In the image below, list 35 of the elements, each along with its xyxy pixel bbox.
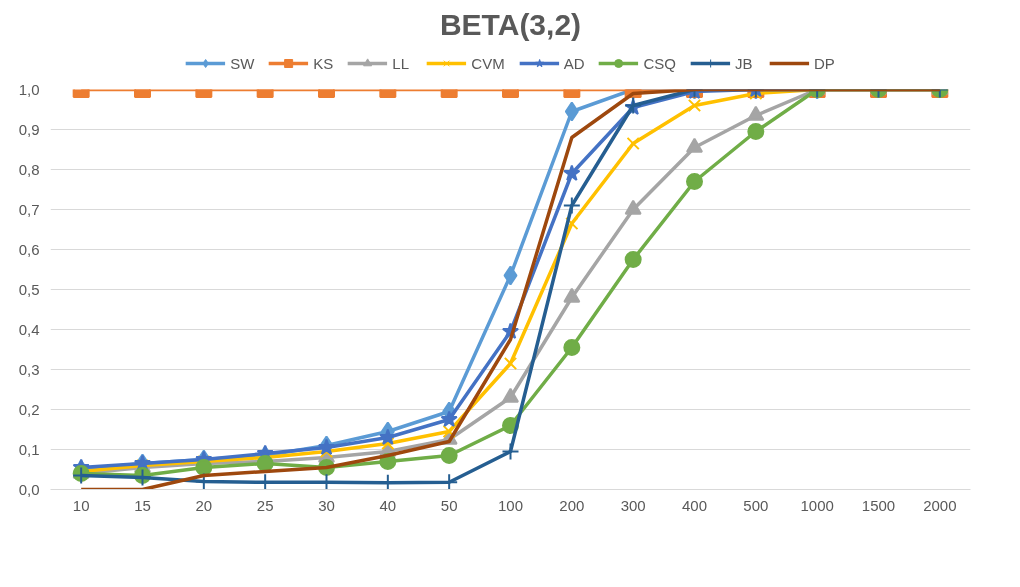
chart-title: BETA(3,2) xyxy=(439,7,582,41)
y-tick-label: 0,1 xyxy=(18,440,40,458)
x-tick-label: 25 xyxy=(256,496,274,514)
x-tick-label: 500 xyxy=(743,496,769,514)
y-tick-label: 1,0 xyxy=(18,80,40,98)
y-tick-label: 0,9 xyxy=(18,120,40,138)
y-tick-label: 0,0 xyxy=(18,480,40,498)
x-tick-label: 1500 xyxy=(861,496,896,514)
legend-label: CVM xyxy=(471,54,505,72)
y-tick-label: 0,6 xyxy=(18,240,40,258)
legend-label: DP xyxy=(814,54,835,72)
x-tick-label: 400 xyxy=(681,496,708,514)
x-tick-label: 30 xyxy=(318,496,335,514)
y-tick-label: 0,3 xyxy=(18,360,40,378)
x-tick-label: 1000 xyxy=(800,496,834,514)
y-tick-label: 0,5 xyxy=(18,280,40,298)
x-tick-label: 100 xyxy=(497,496,524,514)
y-tick-label: 0,2 xyxy=(18,400,40,418)
legend-label: LL xyxy=(392,54,410,72)
y-tick-label: 0,7 xyxy=(18,200,40,218)
x-tick-label: 300 xyxy=(620,496,646,514)
legend-label: KS xyxy=(313,54,334,72)
x-tick-label: 10 xyxy=(72,496,90,514)
x-tick-label: 40 xyxy=(379,496,397,514)
x-tick-label: 15 xyxy=(134,496,151,514)
x-tick-label: 20 xyxy=(195,496,213,514)
y-tick-label: 0,8 xyxy=(18,160,40,178)
legend-label: SW xyxy=(230,54,255,72)
y-tick-label: 0,4 xyxy=(18,320,40,338)
legend-label: AD xyxy=(563,54,585,72)
legend-label: JB xyxy=(735,54,754,72)
legend-label: CSQ xyxy=(643,54,677,72)
x-tick-label: 2000 xyxy=(923,496,957,514)
x-tick-label: 50 xyxy=(440,496,458,514)
x-tick-label: 200 xyxy=(559,496,585,514)
